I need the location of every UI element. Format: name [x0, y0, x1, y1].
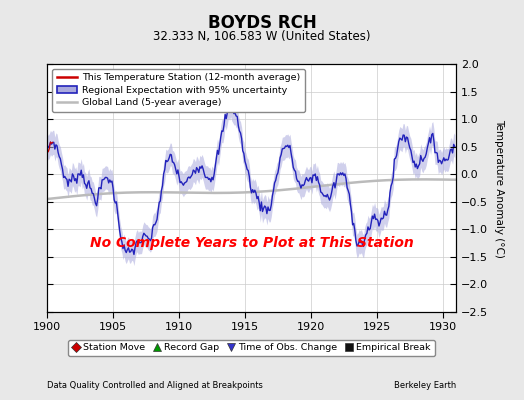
- Text: Data Quality Controlled and Aligned at Breakpoints: Data Quality Controlled and Aligned at B…: [47, 381, 263, 390]
- Text: No Complete Years to Plot at This Station: No Complete Years to Plot at This Statio…: [90, 236, 413, 250]
- Legend: This Temperature Station (12-month average), Regional Expectation with 95% uncer: This Temperature Station (12-month avera…: [52, 69, 305, 112]
- Text: 32.333 N, 106.583 W (United States): 32.333 N, 106.583 W (United States): [153, 30, 371, 43]
- Legend: Station Move, Record Gap, Time of Obs. Change, Empirical Break: Station Move, Record Gap, Time of Obs. C…: [68, 340, 435, 356]
- Text: Berkeley Earth: Berkeley Earth: [394, 381, 456, 390]
- Text: BOYDS RCH: BOYDS RCH: [208, 14, 316, 32]
- Y-axis label: Temperature Anomaly (°C): Temperature Anomaly (°C): [495, 118, 505, 258]
